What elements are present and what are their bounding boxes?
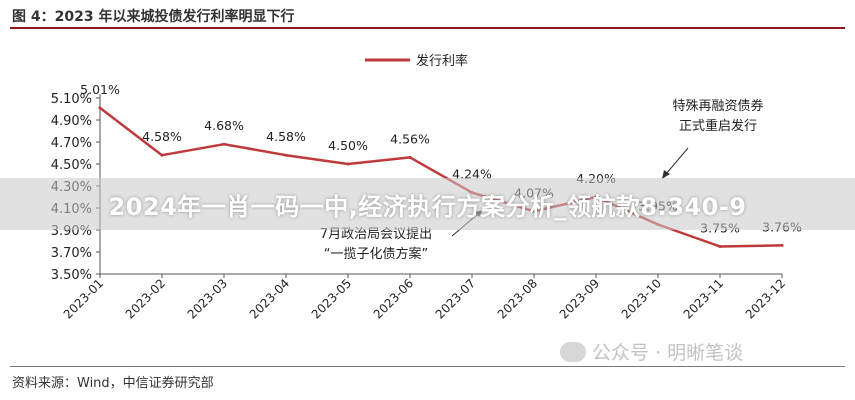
data-label: 4.58%	[266, 129, 306, 144]
overlay-banner: 2024年一肖一码一中,经济执行方案分析_领航款8.340-9	[0, 178, 855, 230]
x-tick-label: 2023-09	[557, 276, 602, 321]
annotation-text: 7月政治局会议提出	[320, 226, 432, 242]
annotation-text: 特殊再融资债券	[672, 98, 763, 114]
x-tick-label: 2023-07	[433, 276, 478, 321]
source-note: 资料来源：Wind，中信证券研究部	[12, 376, 214, 391]
x-tick-label: 2023-10	[619, 276, 664, 321]
data-point	[98, 106, 102, 110]
x-tick-label: 2023-12	[743, 276, 788, 321]
data-point	[346, 162, 350, 166]
x-tick-label: 2023-11	[681, 276, 726, 321]
data-point	[284, 153, 288, 157]
annotation-text: 正式重启发行	[679, 118, 757, 134]
x-tick-label: 2023-05	[309, 276, 354, 321]
annotation-arrow-line	[665, 147, 689, 175]
data-point	[780, 243, 784, 247]
annotation-arrow-head	[662, 170, 670, 179]
title-rule	[10, 27, 845, 29]
overlay-text: 2024年一肖一码一中,经济执行方案分析_领航款8.340-9	[108, 192, 747, 221]
y-tick-label: 4.70%	[51, 136, 92, 151]
y-tick-label: 4.90%	[51, 114, 92, 129]
source-rule	[10, 366, 845, 367]
data-label: 4.24%	[452, 167, 492, 182]
y-tick-label: 3.50%	[51, 268, 92, 283]
x-tick-label: 2023-03	[185, 276, 230, 321]
data-label: 5.01%	[80, 82, 120, 97]
data-label: 4.68%	[204, 118, 244, 133]
x-tick-label: 2023-04	[247, 276, 292, 321]
x-tick-label: 2023-08	[495, 276, 540, 321]
wechat-icon	[560, 341, 586, 362]
figure-title: 图 4：2023 年以来城投债发行利率明显下行	[12, 9, 295, 25]
x-tick-label: 2023-06	[371, 276, 416, 321]
data-point	[160, 153, 164, 157]
legend-label: 发行利率	[416, 53, 468, 69]
data-point	[222, 142, 226, 146]
data-label: 4.50%	[328, 138, 368, 153]
data-point	[718, 245, 722, 248]
data-label: 4.58%	[142, 129, 182, 144]
x-tick-label: 2023-02	[123, 276, 168, 321]
y-tick-label: 5.10%	[51, 92, 92, 107]
annotation-text: “一揽子化债方案”	[324, 246, 428, 262]
x-tick-label: 2023-01	[61, 276, 106, 321]
watermark: 公众号 · 明晰笔谈	[560, 338, 743, 365]
y-tick-label: 3.70%	[51, 246, 92, 261]
y-tick-label: 4.50%	[51, 158, 92, 173]
data-label: 4.56%	[390, 131, 430, 146]
data-point	[408, 155, 412, 159]
watermark-text: 公众号 · 明晰笔谈	[592, 342, 744, 364]
